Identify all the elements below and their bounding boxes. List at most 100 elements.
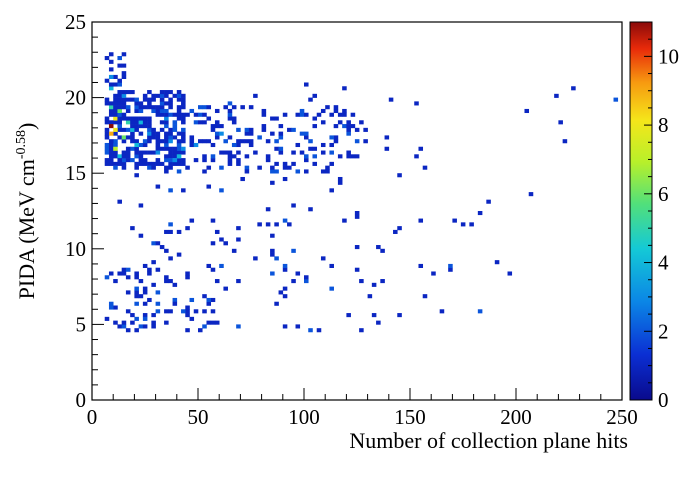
- heatmap-bin: [108, 101, 114, 106]
- heatmap-bin: [172, 135, 178, 140]
- heatmap-bin: [185, 275, 190, 280]
- heatmap-bin: [198, 328, 203, 333]
- heatmap-bin: [214, 108, 220, 114]
- heatmap-bin: [108, 131, 114, 136]
- heatmap-bin: [248, 139, 254, 144]
- heatmap-bin: [113, 105, 118, 110]
- heatmap-bin: [236, 127, 241, 132]
- heatmap-bin: [176, 108, 182, 114]
- heatmap-bin: [253, 256, 258, 261]
- heatmap-bin: [274, 169, 279, 174]
- heatmap-bin: [172, 158, 178, 163]
- heatmap-bin: [172, 150, 178, 155]
- heatmap-bin: [448, 263, 453, 268]
- heatmap-bin: [312, 124, 318, 129]
- heatmap-bin: [176, 97, 182, 102]
- heatmap-bin: [346, 124, 351, 129]
- heatmap-bin: [147, 150, 152, 155]
- heatmap-bin: [164, 169, 169, 174]
- heatmap-bin: [176, 139, 182, 144]
- heatmap-bin: [291, 161, 296, 166]
- y-axis: 0 5 10 15 20 25: [65, 10, 104, 412]
- heatmap-bin: [104, 120, 110, 125]
- heatmap-bin: [172, 161, 178, 166]
- heatmap-bin: [261, 124, 267, 129]
- heatmap-bin: [155, 112, 161, 117]
- heatmap-bin: [168, 188, 173, 193]
- heatmap-bin: [189, 218, 195, 223]
- heatmap-bin: [214, 131, 220, 136]
- heatmap-bin: [227, 161, 233, 166]
- heatmap-bin: [125, 127, 131, 132]
- heatmap-bin: [121, 90, 127, 95]
- heatmap-bin: [299, 112, 305, 117]
- heatmap-bin: [164, 101, 169, 106]
- heatmap-bin: [147, 131, 152, 136]
- heatmap-bin: [337, 154, 343, 159]
- heatmap-bin: [181, 150, 186, 155]
- heatmap-bin: [388, 97, 394, 102]
- heatmap-bin: [265, 158, 271, 163]
- heatmap-bin: [304, 82, 309, 87]
- heatmap-bin: [181, 105, 186, 110]
- heatmap-bin: [219, 263, 224, 268]
- heatmap-bin: [147, 90, 152, 95]
- heatmap-bin: [206, 105, 212, 110]
- heatmap-bin: [108, 124, 114, 129]
- heatmap-bin: [265, 154, 271, 159]
- heatmap-bin: [320, 169, 326, 174]
- heatmap-bin: [155, 105, 161, 110]
- heatmap-bin: [176, 158, 182, 163]
- heatmap-bin: [164, 229, 169, 234]
- heatmap-bin: [282, 294, 288, 299]
- heatmap-bin: [312, 116, 318, 121]
- heatmap-bin: [384, 135, 390, 140]
- heatmap-bin: [185, 112, 190, 117]
- heatmap-bin: [507, 271, 513, 276]
- heatmap-bin: [176, 105, 182, 110]
- heatmap-bin: [189, 142, 195, 148]
- colorbar-tick-label: 2: [658, 319, 669, 343]
- heatmap-bin: [125, 290, 131, 295]
- heatmap-bin: [164, 90, 169, 95]
- colorbar-tick-label: 0: [658, 388, 669, 412]
- heatmap-bin: [134, 161, 139, 166]
- heatmap-bin: [168, 105, 173, 110]
- heatmap-bin: [172, 282, 178, 287]
- heatmap-bin: [138, 203, 144, 208]
- heatmap-bin: [172, 124, 178, 129]
- x-axis: 0 50 100 150 200 250: [87, 388, 638, 429]
- heatmap-bin: [155, 131, 161, 136]
- heatmap-bin: [134, 154, 139, 159]
- heatmap-bin: [142, 120, 148, 125]
- heatmap-bin: [164, 320, 169, 325]
- colorbar-tick-label: 6: [658, 182, 669, 206]
- heatmap-bin: [168, 131, 173, 136]
- heatmap-bin: [134, 146, 139, 151]
- heatmap-bin: [257, 135, 262, 140]
- heatmap-bin: [236, 150, 241, 155]
- heatmap-bin: [227, 135, 233, 140]
- heatmap-bin: [134, 105, 139, 110]
- heatmap-bin: [202, 169, 207, 174]
- heatmap-bin: [108, 67, 114, 72]
- heatmap-bin: [524, 108, 530, 114]
- heatmap-bin: [121, 97, 127, 102]
- heatmap-bin: [354, 211, 360, 216]
- heatmap-bin: [134, 275, 139, 280]
- heatmap-bin: [125, 267, 131, 272]
- heatmap-bin: [104, 316, 110, 321]
- heatmap-bin: [329, 188, 334, 193]
- heatmap-bin: [223, 139, 228, 144]
- heatmap-bin: [155, 290, 161, 295]
- heatmap-bin: [142, 286, 148, 291]
- heatmap-bin: [329, 150, 334, 155]
- heatmap-bin: [282, 286, 288, 291]
- y-tick-label: 15: [65, 161, 86, 185]
- heatmap-bin: [134, 101, 139, 106]
- heatmap-bin: [130, 146, 135, 151]
- heatmap-bin: [282, 324, 288, 329]
- heatmap-bin: [176, 169, 182, 174]
